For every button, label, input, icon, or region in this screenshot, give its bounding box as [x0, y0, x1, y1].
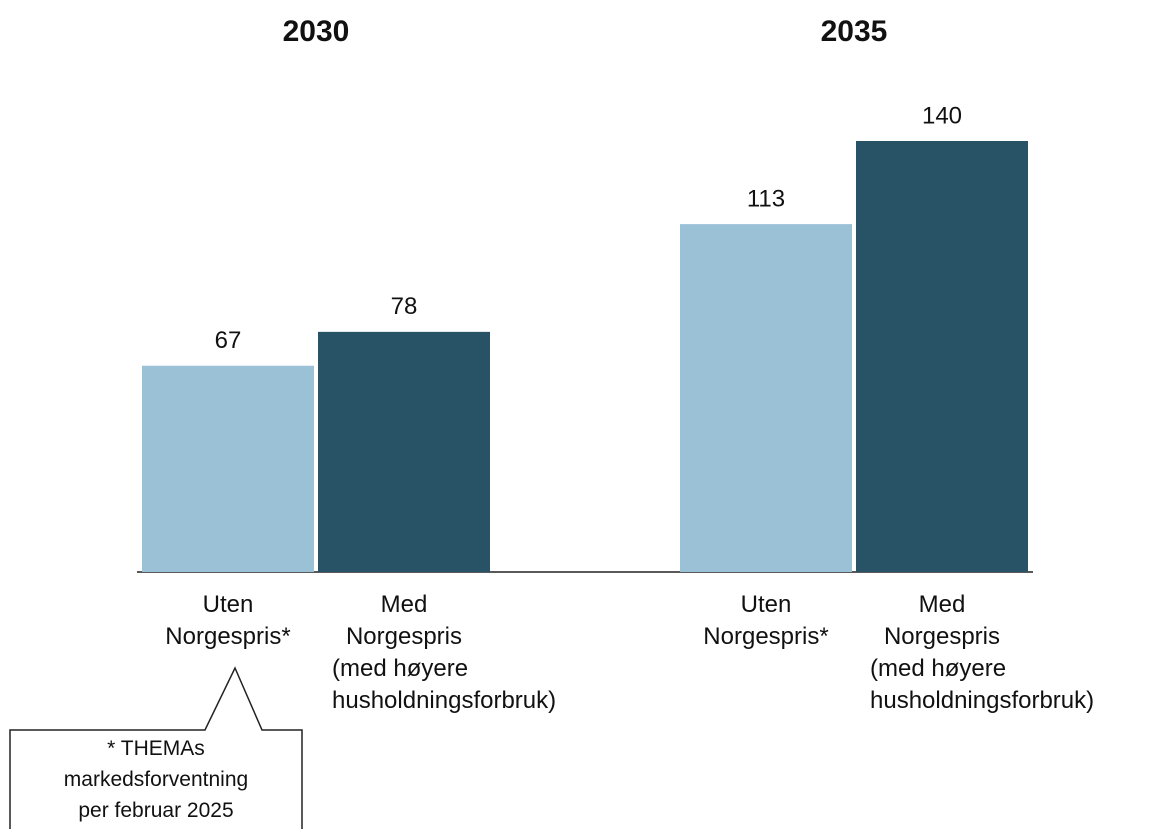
bar [318, 331, 490, 572]
category-label: Uten Norgespris* [165, 591, 291, 650]
bar [856, 141, 1028, 572]
category-note: (med høyere husholdningsforbruk) [332, 655, 557, 714]
value-label: 67 [215, 327, 242, 354]
category-label: Uten Norgespris* [703, 591, 829, 650]
category-note: (med høyere husholdningsforbruk) [870, 655, 1095, 714]
callout-box [9, 666, 303, 829]
callout-line: per februar 2025 [78, 799, 234, 822]
value-label: 140 [922, 102, 962, 129]
group-title: 2030 [283, 15, 350, 48]
category-label: Med Norgespris [345, 591, 463, 650]
value-label: 113 [747, 185, 785, 212]
callout-line: * THEMAs [107, 737, 205, 760]
bar [680, 224, 852, 572]
group-title: 2035 [821, 15, 888, 48]
category-label: Med Norgespris [883, 591, 1001, 650]
callout: * THEMAs markedsforventning per februar 20… [10, 733, 302, 826]
callout-line: markedsforventning [63, 768, 249, 791]
value-label: 78 [391, 293, 418, 320]
bar [142, 365, 314, 572]
